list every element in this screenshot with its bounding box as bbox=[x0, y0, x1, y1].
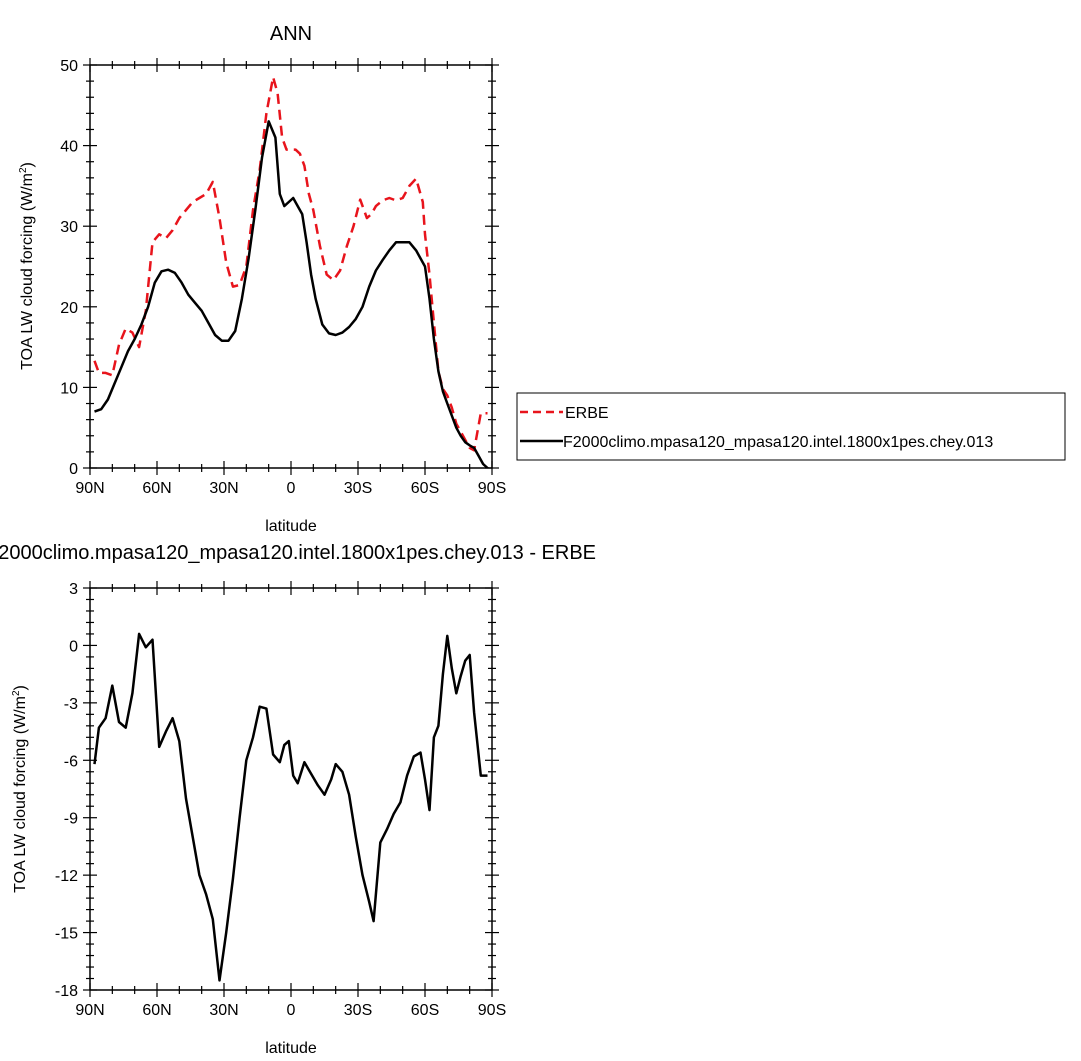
y-tick-label: -9 bbox=[64, 811, 78, 828]
y-axis-label-text: TOA LW cloud forcing (W/m bbox=[12, 696, 29, 893]
plot-frame bbox=[89, 64, 493, 469]
y-axis-ticks: 3 0 -3 -6 -9 -12 -15 -18 bbox=[55, 581, 499, 1000]
x-axis-label: latitude bbox=[265, 518, 317, 535]
y-axis-ticks: 0 10 20 30 40 50 bbox=[60, 58, 499, 478]
y-axis-label-close: ) bbox=[19, 162, 36, 167]
legend: ERBE F2000climo.mpasa120_mpasa120.intel.… bbox=[516, 392, 1066, 461]
plot-frame bbox=[89, 587, 493, 991]
x-tick-label: 90N bbox=[75, 1002, 104, 1019]
y-tick-label: -12 bbox=[55, 868, 78, 885]
legend-label-model: F2000climo.mpasa120_mpasa120.intel.1800x… bbox=[563, 434, 993, 451]
y-tick-label: -15 bbox=[55, 926, 78, 943]
x-tick-label: 30N bbox=[209, 1002, 238, 1019]
y-axis-label-close: ) bbox=[12, 685, 29, 690]
y-axis-label-sup: 2 bbox=[18, 167, 29, 173]
y-axis-label: TOA LW cloud forcing (W/m2) bbox=[11, 685, 29, 893]
plot-lines bbox=[93, 632, 488, 982]
x-tick-label: 90S bbox=[478, 1002, 506, 1019]
x-tick-label: 60N bbox=[142, 1002, 171, 1019]
y-tick-label: -3 bbox=[64, 696, 78, 713]
y-axis-label-sup: 2 bbox=[11, 690, 22, 696]
chart-difference: F2000climo.mpasa120_mpasa120.intel.1800x… bbox=[0, 542, 596, 1057]
y-tick-label: -18 bbox=[55, 983, 78, 1000]
y-axis-label-text: TOA LW cloud forcing (W/m bbox=[19, 173, 36, 370]
y-tick-label: 50 bbox=[60, 58, 78, 75]
y-tick-label: 20 bbox=[60, 300, 78, 317]
y-axis-label: TOA LW cloud forcing (W/m2) bbox=[18, 162, 36, 370]
series-line-0 bbox=[93, 632, 488, 982]
x-axis-ticks: 90N 60N 30N 0 30S 60S 90S bbox=[75, 581, 506, 1019]
series-line-1 bbox=[94, 120, 490, 468]
x-tick-label: 90N bbox=[75, 480, 104, 497]
x-tick-label: 0 bbox=[287, 480, 296, 497]
y-tick-label: 30 bbox=[60, 219, 78, 236]
x-tick-label: 30N bbox=[209, 480, 238, 497]
x-tick-label: 90S bbox=[478, 480, 506, 497]
plot-lines bbox=[93, 75, 490, 468]
x-tick-label: 60S bbox=[411, 480, 439, 497]
x-tick-label: 30S bbox=[344, 1002, 372, 1019]
series-line-0 bbox=[93, 75, 488, 452]
legend-label-erbe: ERBE bbox=[565, 405, 609, 422]
x-axis-ticks: 90N 60N 30N 0 30S 60S 90S bbox=[75, 58, 506, 497]
y-tick-label: 40 bbox=[60, 139, 78, 156]
x-tick-label: 60N bbox=[142, 480, 171, 497]
y-tick-label: 10 bbox=[60, 380, 78, 397]
x-tick-label: 60S bbox=[411, 1002, 439, 1019]
chart-annual-lw-forcing: ANN 90N 60N 30N 0 30S 60S 90S 0 10 20 30 40 50 lati… bbox=[18, 23, 506, 535]
chart-title: ANN bbox=[270, 23, 312, 45]
chart-title-difference: F2000climo.mpasa120_mpasa120.intel.1800x… bbox=[0, 542, 596, 564]
x-tick-label: 30S bbox=[344, 480, 372, 497]
y-tick-label: 3 bbox=[69, 581, 78, 598]
y-tick-label: 0 bbox=[69, 638, 78, 655]
legend-box bbox=[516, 392, 1066, 461]
x-tick-label: 0 bbox=[287, 1002, 296, 1019]
x-axis-label: latitude bbox=[265, 1040, 317, 1057]
y-tick-label: -6 bbox=[64, 753, 78, 770]
y-tick-label: 0 bbox=[69, 461, 78, 478]
